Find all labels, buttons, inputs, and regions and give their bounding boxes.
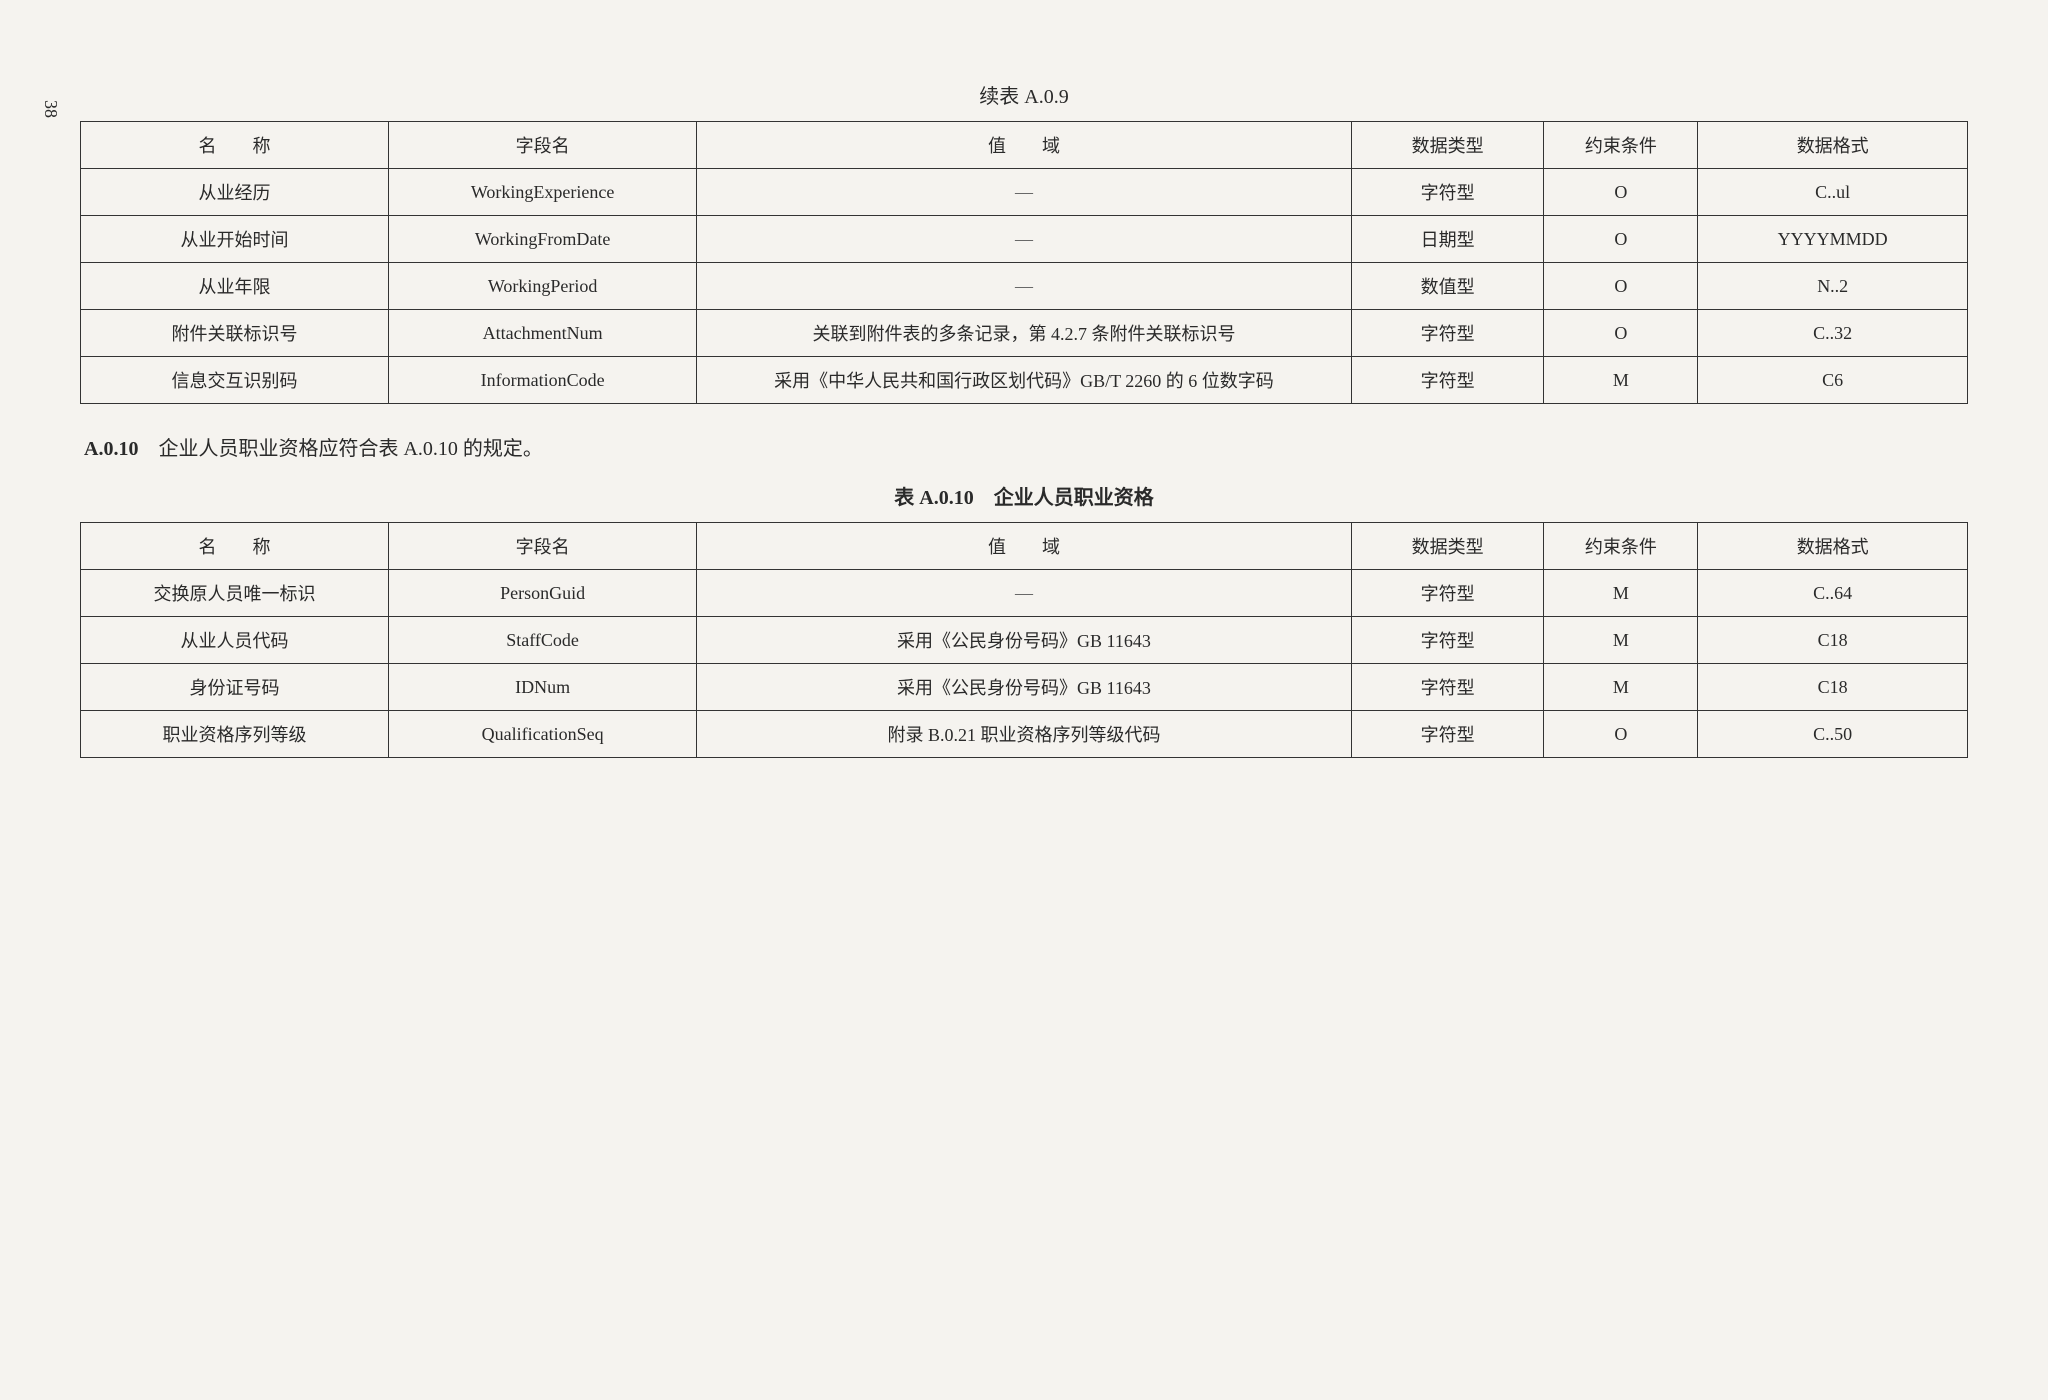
cell-constraint: O (1544, 310, 1698, 357)
cell-constraint: M (1544, 570, 1698, 617)
th-type: 数据类型 (1351, 523, 1544, 570)
table2-caption-num: 表 A.0.10 (894, 487, 973, 509)
th-field: 字段名 (389, 523, 697, 570)
table1-caption: 续表 A.0.9 (80, 80, 1968, 109)
cell-name: 信息交互识别码 (81, 357, 389, 404)
cell-type: 字符型 (1351, 664, 1544, 711)
th-field: 字段名 (389, 122, 697, 169)
cell-type: 字符型 (1351, 357, 1544, 404)
cell-type: 数值型 (1351, 263, 1544, 310)
cell-name: 从业开始时间 (81, 216, 389, 263)
table-row: 交换原人员唯一标识PersonGuid—字符型MC..64 (81, 570, 1968, 617)
cell-domain: 采用《中华人民共和国行政区划代码》GB/T 2260 的 6 位数字码 (697, 357, 1352, 404)
section-text: 企业人员职业资格应符合表 A.0.10 的规定。 (138, 438, 542, 460)
cell-domain: 附录 B.0.21 职业资格序列等级代码 (697, 711, 1352, 758)
section-a010-heading: A.0.10 企业人员职业资格应符合表 A.0.10 的规定。 (84, 432, 1968, 461)
cell-constraint: M (1544, 664, 1698, 711)
cell-name: 从业经历 (81, 169, 389, 216)
table-row: 从业经历WorkingExperience—字符型OC..ul (81, 169, 1968, 216)
cell-format: C18 (1698, 617, 1968, 664)
cell-format: N..2 (1698, 263, 1968, 310)
cell-constraint: M (1544, 617, 1698, 664)
cell-constraint: O (1544, 169, 1698, 216)
table2-body: 交换原人员唯一标识PersonGuid—字符型MC..64从业人员代码Staff… (81, 570, 1968, 758)
cell-format: YYYYMMDD (1698, 216, 1968, 263)
th-name: 名 称 (81, 523, 389, 570)
table-row: 信息交互识别码InformationCode采用《中华人民共和国行政区划代码》G… (81, 357, 1968, 404)
table1-body: 从业经历WorkingExperience—字符型OC..ul从业开始时间Wor… (81, 169, 1968, 404)
cell-domain: — (697, 169, 1352, 216)
cell-name: 从业人员代码 (81, 617, 389, 664)
table2-caption: 表 A.0.10 企业人员职业资格 (80, 481, 1968, 510)
table-a09-continued: 名 称 字段名 值 域 数据类型 约束条件 数据格式 从业经历WorkingEx… (80, 121, 1968, 404)
cell-format: C..32 (1698, 310, 1968, 357)
cell-type: 字符型 (1351, 570, 1544, 617)
cell-type: 日期型 (1351, 216, 1544, 263)
cell-name: 交换原人员唯一标识 (81, 570, 389, 617)
cell-domain: — (697, 570, 1352, 617)
cell-type: 字符型 (1351, 711, 1544, 758)
table-header-row: 名 称 字段名 值 域 数据类型 约束条件 数据格式 (81, 122, 1968, 169)
section-number: A.0.10 (84, 438, 138, 460)
th-constraint: 约束条件 (1544, 122, 1698, 169)
table-row: 从业年限WorkingPeriod—数值型ON..2 (81, 263, 1968, 310)
cell-type: 字符型 (1351, 310, 1544, 357)
table2-caption-text: 企业人员职业资格 (974, 487, 1154, 509)
cell-field: WorkingExperience (389, 169, 697, 216)
cell-format: C..50 (1698, 711, 1968, 758)
th-domain: 值 域 (697, 523, 1352, 570)
cell-domain: — (697, 263, 1352, 310)
cell-domain: 采用《公民身份号码》GB 11643 (697, 664, 1352, 711)
cell-name: 身份证号码 (81, 664, 389, 711)
table-row: 职业资格序列等级QualificationSeq附录 B.0.21 职业资格序列… (81, 711, 1968, 758)
page-number: 38 (40, 100, 61, 118)
table-row: 从业开始时间WorkingFromDate—日期型OYYYYMMDD (81, 216, 1968, 263)
cell-field: QualificationSeq (389, 711, 697, 758)
cell-field: InformationCode (389, 357, 697, 404)
cell-domain: 采用《公民身份号码》GB 11643 (697, 617, 1352, 664)
th-type: 数据类型 (1351, 122, 1544, 169)
cell-constraint: O (1544, 263, 1698, 310)
cell-field: StaffCode (389, 617, 697, 664)
cell-name: 从业年限 (81, 263, 389, 310)
cell-field: IDNum (389, 664, 697, 711)
cell-constraint: M (1544, 357, 1698, 404)
table-row: 身份证号码IDNum采用《公民身份号码》GB 11643字符型MC18 (81, 664, 1968, 711)
cell-field: WorkingPeriod (389, 263, 697, 310)
th-format: 数据格式 (1698, 122, 1968, 169)
cell-format: C..ul (1698, 169, 1968, 216)
th-name: 名 称 (81, 122, 389, 169)
cell-field: AttachmentNum (389, 310, 697, 357)
cell-constraint: O (1544, 711, 1698, 758)
cell-name: 职业资格序列等级 (81, 711, 389, 758)
cell-field: WorkingFromDate (389, 216, 697, 263)
cell-format: C6 (1698, 357, 1968, 404)
th-format: 数据格式 (1698, 523, 1968, 570)
cell-name: 附件关联标识号 (81, 310, 389, 357)
cell-constraint: O (1544, 216, 1698, 263)
table-a010: 名 称 字段名 值 域 数据类型 约束条件 数据格式 交换原人员唯一标识Pers… (80, 522, 1968, 758)
cell-type: 字符型 (1351, 617, 1544, 664)
cell-format: C..64 (1698, 570, 1968, 617)
cell-type: 字符型 (1351, 169, 1544, 216)
cell-field: PersonGuid (389, 570, 697, 617)
table-row: 从业人员代码StaffCode采用《公民身份号码》GB 11643字符型MC18 (81, 617, 1968, 664)
th-constraint: 约束条件 (1544, 523, 1698, 570)
cell-domain: — (697, 216, 1352, 263)
table-row: 附件关联标识号AttachmentNum关联到附件表的多条记录，第 4.2.7 … (81, 310, 1968, 357)
cell-format: C18 (1698, 664, 1968, 711)
table-header-row: 名 称 字段名 值 域 数据类型 约束条件 数据格式 (81, 523, 1968, 570)
th-domain: 值 域 (697, 122, 1352, 169)
cell-domain: 关联到附件表的多条记录，第 4.2.7 条附件关联标识号 (697, 310, 1352, 357)
